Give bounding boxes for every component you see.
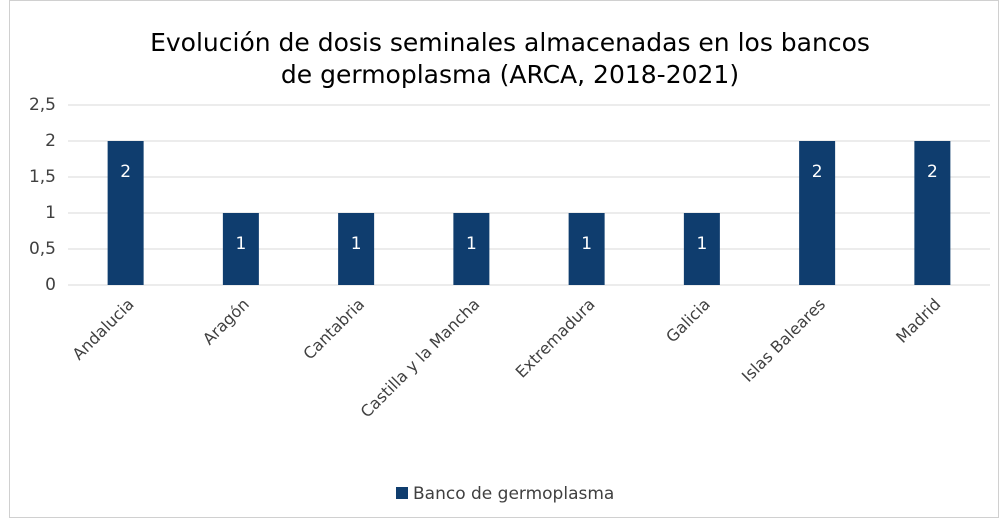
y-tick-label: 2,5 — [29, 95, 56, 115]
y-tick-label: 1,5 — [29, 167, 56, 187]
data-label: 2 — [812, 162, 823, 182]
data-label: 1 — [581, 234, 592, 254]
y-tick-label: 1 — [45, 203, 56, 223]
y-tick-label: 0,5 — [29, 239, 56, 259]
legend-label: Banco de germoplasma — [413, 484, 614, 504]
chart-title: Evolución de dosis seminales almacenadas… — [150, 28, 870, 57]
bar — [568, 213, 605, 285]
y-tick-label: 0 — [45, 275, 56, 295]
legend-swatch — [396, 487, 408, 499]
bar — [453, 213, 490, 285]
bar — [107, 141, 144, 285]
data-label: 1 — [235, 234, 246, 254]
chart-title: de germoplasma (ARCA, 2018-2021) — [281, 60, 739, 89]
bar — [338, 213, 375, 285]
bar — [799, 141, 836, 285]
bar — [914, 141, 951, 285]
data-label: 1 — [466, 234, 477, 254]
bar — [222, 213, 259, 285]
data-label: 1 — [696, 234, 707, 254]
data-label: 2 — [927, 162, 938, 182]
data-label: 1 — [351, 234, 362, 254]
y-tick-label: 2 — [45, 131, 56, 151]
data-label: 2 — [120, 162, 131, 182]
bar — [683, 213, 720, 285]
